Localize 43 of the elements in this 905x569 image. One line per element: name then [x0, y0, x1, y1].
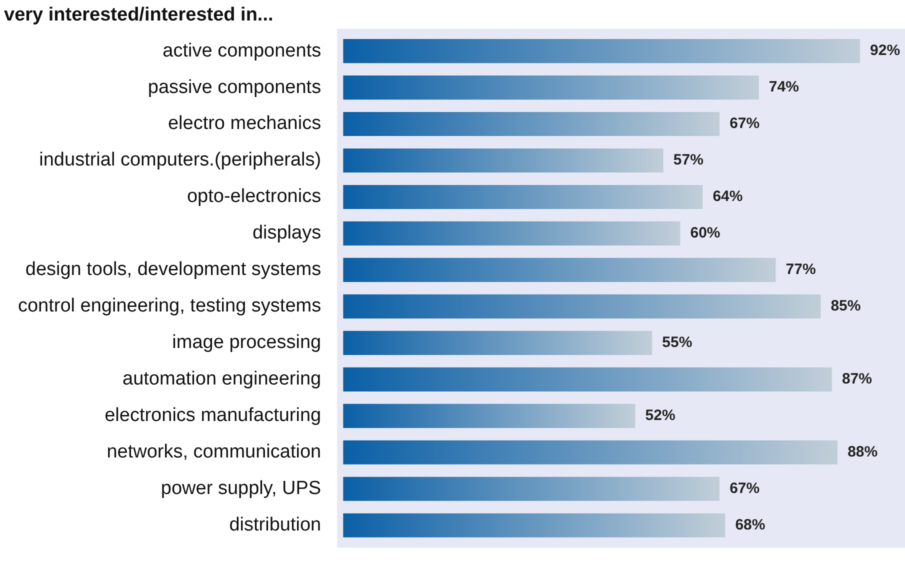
- data-label: 87%: [842, 370, 872, 388]
- bar: [343, 221, 680, 246]
- data-label: 88%: [848, 444, 878, 461]
- bar: [343, 476, 720, 501]
- bar: [343, 148, 664, 173]
- bar: [343, 330, 652, 355]
- data-label: 64%: [712, 188, 743, 206]
- y-tick-label: electro mechanics: [168, 113, 322, 134]
- data-label: 60%: [690, 224, 720, 242]
- data-label: 55%: [662, 334, 692, 352]
- bar: [343, 294, 821, 318]
- bar: [343, 258, 776, 282]
- data-label: 74%: [768, 78, 799, 96]
- data-label: 57%: [673, 152, 704, 169]
- y-tick-label: industrial computers.(peripherals): [39, 150, 322, 171]
- y-tick-label: image processing: [172, 332, 322, 354]
- text: very interested/interested in...: [4, 4, 274, 26]
- y-tick-label: electronics manufacturing: [104, 405, 322, 426]
- data-label: 77%: [786, 261, 816, 278]
- data-label: 52%: [645, 407, 676, 424]
- bar: [343, 39, 860, 64]
- y-tick-label: distribution: [229, 514, 322, 536]
- y-tick-label: opto-electronics: [186, 186, 322, 208]
- data-label: 92%: [870, 42, 900, 60]
- bar: [343, 404, 636, 428]
- bar: [343, 112, 720, 136]
- data-label: 67%: [730, 480, 760, 498]
- bar: [343, 75, 759, 100]
- data-label: 68%: [735, 516, 766, 534]
- y-tick-label: automation engineering: [122, 368, 322, 390]
- y-tick-label: displays: [252, 222, 322, 244]
- y-tick-label: power supply, UPS: [160, 478, 322, 500]
- bar: [343, 440, 838, 464]
- bar: [343, 184, 703, 210]
- bar: [343, 513, 726, 538]
- y-tick-label: control engineering, testing systems: [18, 296, 322, 317]
- y-tick-label: passive components: [148, 76, 322, 98]
- y-tick-label: design tools, development systems: [25, 259, 322, 280]
- y-tick-label: networks, communication: [106, 442, 322, 463]
- bar: [343, 367, 832, 392]
- y-tick-label: active components: [162, 40, 322, 62]
- data-label: 67%: [730, 115, 760, 132]
- data-label: 85%: [830, 298, 861, 315]
